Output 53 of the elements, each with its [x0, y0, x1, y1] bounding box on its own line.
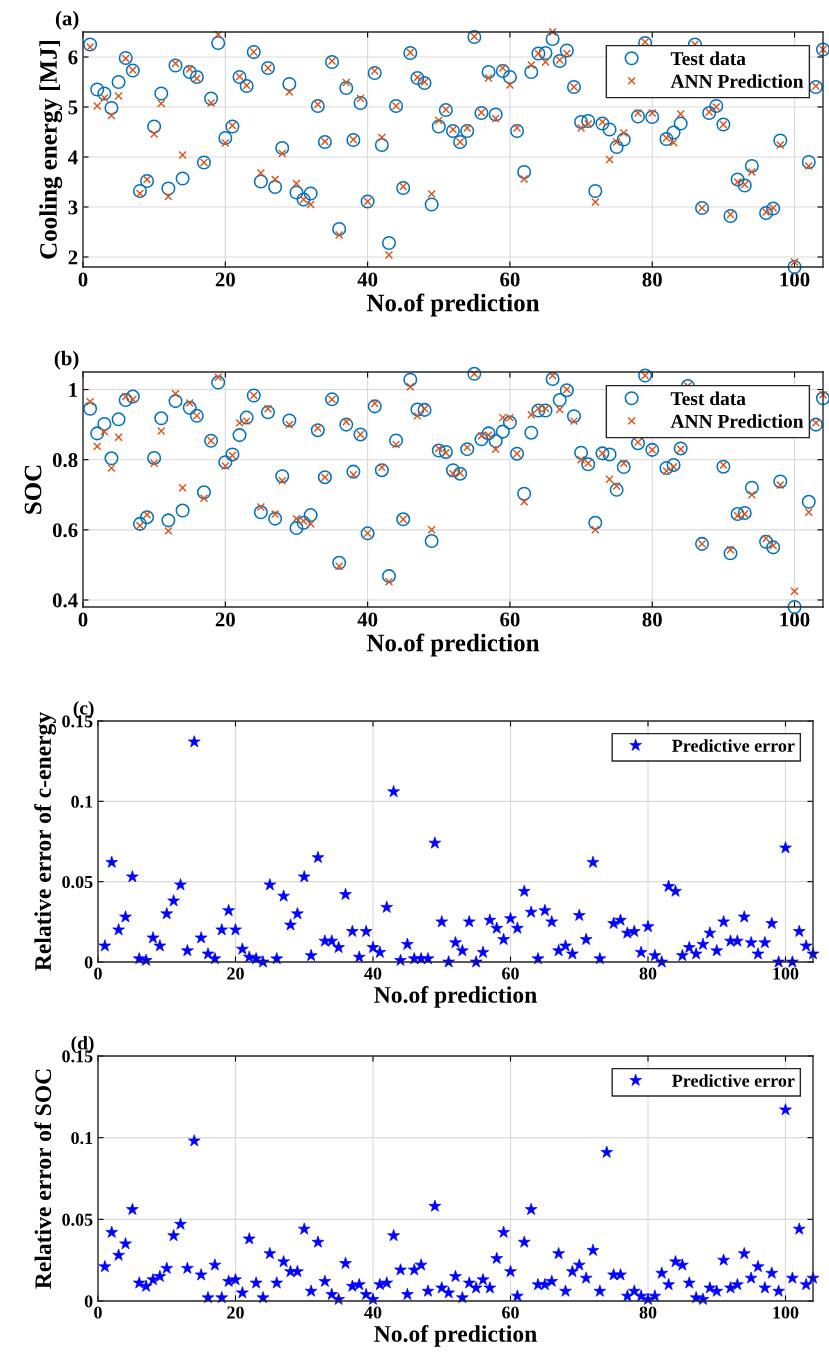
x-tick-label: 80 [642, 272, 662, 287]
legend-label: Test data [670, 51, 746, 66]
y-tick-label: 5 [68, 100, 78, 115]
y-tick-label: 0.4 [52, 593, 78, 608]
x-tick-label: 100 [780, 612, 810, 627]
y-tick-label: 0.05 [62, 875, 93, 889]
y-axis-title: Relative error of SOC [34, 1069, 52, 1289]
x-tick-label: 100 [780, 272, 810, 287]
x-tick-label: 60 [500, 272, 520, 287]
x-tick-label: 0 [94, 1306, 102, 1319]
y-tick-label: 1 [69, 383, 78, 397]
x-tick-label: 60 [502, 1306, 519, 1319]
y-tick-label: 6 [68, 50, 78, 65]
x-tick-label: 80 [642, 612, 662, 627]
x-tick-label: 40 [364, 967, 382, 980]
y-axis-title: Cooling energy [MJ] [39, 40, 63, 259]
y-tick-label: 0 [84, 1295, 93, 1308]
chart-title: (b) [54, 350, 79, 370]
x-tick-label: 60 [502, 967, 519, 980]
x-tick-label: 20 [227, 967, 244, 980]
x-axis-title: No.of prediction [374, 1325, 537, 1347]
y-tick-label: 0.05 [62, 1213, 93, 1226]
y-axis-title: Relative error of c-energy [34, 712, 56, 971]
x-tick-label: 100 [773, 967, 799, 980]
y-tick-label: 2 [68, 250, 78, 265]
x-tick-label: 0 [94, 967, 102, 980]
legend-label: ANN Prediction [670, 74, 804, 88]
y-tick-label: 0.8 [52, 453, 78, 468]
x-axis-title: No.of prediction [374, 986, 537, 1008]
y-tick-label: 4 [68, 150, 78, 165]
legend-label: Test data [670, 391, 746, 406]
x-tick-label: 20 [215, 272, 235, 287]
x-tick-label: 40 [357, 272, 378, 287]
legend-label: Predictive error [672, 1074, 795, 1087]
x-tick-label: 20 [215, 612, 235, 627]
y-axis-title: SOC [24, 465, 42, 514]
legend-label: ANN Prediction [670, 414, 804, 428]
chart-title: (a) [55, 10, 79, 30]
x-tick-label: 40 [364, 1306, 382, 1319]
y-tick-label: 0.1 [71, 1131, 93, 1145]
y-tick-label: 0.1 [71, 795, 93, 808]
x-tick-label: 80 [639, 1306, 657, 1319]
x-tick-label: 20 [227, 1306, 244, 1319]
x-axis-title: No.of prediction [366, 293, 540, 317]
y-tick-label: 3 [68, 200, 78, 215]
x-tick-label: 60 [500, 612, 520, 627]
legend-label: Predictive error [672, 739, 795, 752]
x-tick-label: 100 [773, 1306, 799, 1319]
x-axis-title: No.of prediction [366, 633, 540, 657]
x-tick-label: 40 [357, 612, 378, 627]
x-tick-label: 80 [639, 967, 657, 980]
y-tick-label: 0.6 [52, 523, 78, 538]
y-tick-label: 0 [84, 956, 93, 969]
